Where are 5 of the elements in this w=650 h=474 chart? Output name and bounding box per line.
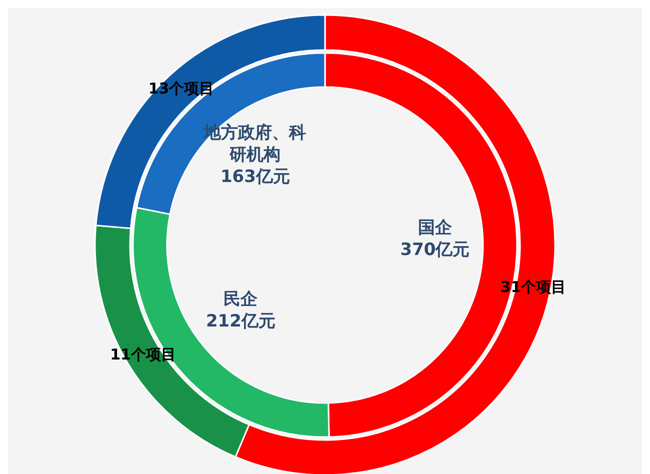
data-label: 370亿元 <box>400 240 470 260</box>
data-label: 212亿元 <box>206 312 276 332</box>
slice-label: 国企 <box>418 218 453 238</box>
slice-label: 民企 <box>224 290 259 310</box>
data-label: 163亿元 <box>220 166 290 187</box>
